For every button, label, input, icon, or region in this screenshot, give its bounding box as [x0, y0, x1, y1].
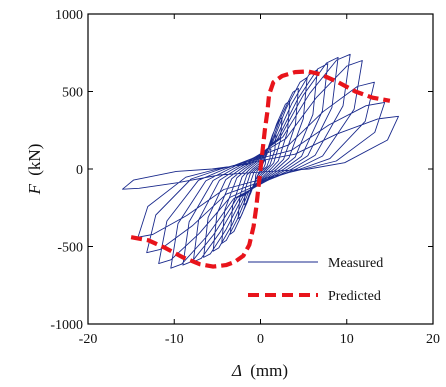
- measured-curve: [122, 53, 399, 269]
- x-tick-label: -20: [79, 332, 98, 347]
- y-tick-label: -1000: [50, 318, 83, 333]
- predicted-curve: [130, 69, 391, 269]
- y-axis-unit: (kN): [25, 144, 44, 176]
- y-tick-label: -500: [57, 241, 83, 256]
- x-tick-label: 0: [257, 332, 264, 347]
- measured-series: [122, 53, 399, 269]
- axis-ticks: [87, 13, 434, 325]
- predicted-series: [130, 69, 391, 269]
- legend-label-measured: Measured: [328, 256, 383, 271]
- y-tick-label: 500: [62, 86, 83, 101]
- x-tick-label: 20: [426, 332, 440, 347]
- x-tick-label: 10: [340, 332, 354, 347]
- x-tick-label: -10: [165, 332, 184, 347]
- y-axis-label: F (kN): [25, 144, 44, 196]
- y-axis-symbol: F: [25, 183, 44, 195]
- y-tick-label: 0: [76, 163, 83, 178]
- axis-tick-labels: -20 -10 0 10 20 -1000 -500 0 500 1000: [50, 8, 440, 347]
- x-axis-label: Δ (mm): [231, 361, 288, 380]
- x-axis-unit: (mm): [250, 361, 288, 380]
- y-tick-label: 1000: [55, 8, 83, 23]
- legend: Measured Predicted: [248, 256, 383, 304]
- x-axis-symbol: Δ: [231, 361, 242, 380]
- legend-label-predicted: Predicted: [328, 289, 381, 304]
